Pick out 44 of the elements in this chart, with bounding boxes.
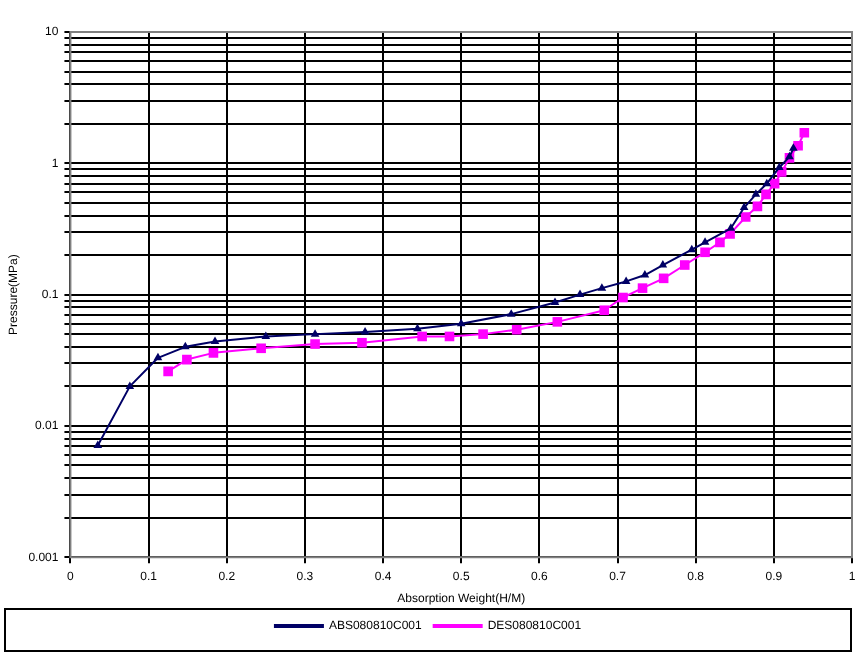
point (261, 331, 271, 339)
point (715, 237, 725, 248)
point (182, 354, 192, 365)
point (740, 212, 751, 222)
point (208, 348, 219, 358)
point (774, 162, 784, 170)
point (163, 366, 173, 377)
point (700, 247, 710, 258)
point (640, 270, 650, 278)
point (511, 324, 522, 335)
point (310, 339, 320, 349)
point (597, 283, 607, 291)
point (478, 329, 488, 339)
point (575, 289, 585, 298)
point (621, 276, 631, 284)
point (726, 223, 736, 231)
point (618, 292, 628, 303)
point (751, 189, 761, 197)
point (550, 297, 560, 306)
point (700, 237, 710, 245)
point (180, 341, 190, 350)
point (413, 323, 422, 332)
point (552, 317, 563, 327)
point (637, 283, 648, 293)
point (417, 331, 427, 342)
point (93, 440, 103, 448)
point (679, 260, 690, 270)
point (789, 143, 798, 151)
point (687, 244, 697, 253)
point (256, 343, 266, 354)
point (357, 337, 367, 348)
point (799, 127, 810, 138)
point (456, 318, 466, 327)
point (739, 202, 749, 211)
point (762, 178, 772, 187)
point (506, 309, 516, 317)
point (210, 336, 220, 344)
point (658, 260, 668, 268)
point (761, 189, 771, 200)
point (599, 305, 610, 316)
point (153, 352, 163, 361)
point (310, 329, 320, 337)
point (360, 326, 370, 335)
point (125, 381, 135, 389)
